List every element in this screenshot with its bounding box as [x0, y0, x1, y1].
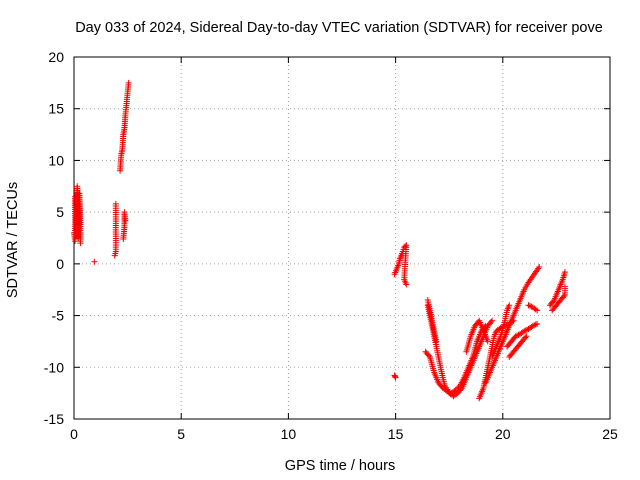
x-tick-label: 20 [495, 426, 511, 442]
data-point [488, 319, 495, 326]
y-axis-label: SDTVAR / TECUs [5, 182, 21, 298]
data-point [455, 384, 462, 391]
data-point [125, 79, 132, 86]
data-points [71, 79, 568, 402]
x-tick-label: 25 [602, 426, 618, 442]
data-point [112, 200, 119, 207]
x-tick-label: 0 [70, 426, 78, 442]
data-point [529, 322, 536, 329]
data-point [522, 334, 529, 341]
axis-ticks: 0 5 10 15 20 25 -15 -10 -5 0 5 10 15 20 [44, 49, 618, 442]
data-point [532, 321, 539, 328]
data-point [534, 307, 541, 314]
data-point [523, 333, 530, 340]
data-point [526, 302, 533, 309]
x-tick-label: 10 [281, 426, 297, 442]
x-axis-label: GPS time / hours [285, 458, 395, 474]
y-tick-label: -15 [44, 411, 64, 427]
data-point [433, 338, 440, 345]
y-tick-label: -5 [52, 308, 65, 324]
data-point [525, 302, 532, 309]
data-point [425, 352, 432, 359]
data-point [536, 263, 543, 270]
data-point [452, 387, 459, 394]
x-tick-label: 15 [388, 426, 404, 442]
data-point [531, 322, 538, 329]
data-point [91, 258, 98, 265]
data-point [392, 374, 399, 381]
data-point [522, 327, 529, 334]
data-point [402, 243, 409, 250]
data-point [392, 373, 399, 380]
data-point [444, 388, 451, 395]
grid [74, 57, 610, 419]
data-point [521, 328, 528, 335]
chart-title: Day 033 of 2024, Sidereal Day-to-day VTE… [75, 20, 603, 36]
data-point [122, 217, 129, 224]
data-point [534, 320, 541, 327]
data-point [403, 281, 410, 288]
data-point [561, 269, 568, 276]
data-point [489, 317, 496, 324]
data-point [561, 283, 568, 290]
data-point [77, 240, 84, 247]
data-point [560, 293, 567, 300]
x-tick-label: 5 [177, 426, 185, 442]
y-tick-label: -10 [44, 359, 64, 375]
y-tick-label: 0 [56, 256, 64, 272]
y-tick-label: 15 [48, 101, 64, 117]
data-point [514, 332, 521, 339]
y-tick-label: 10 [48, 152, 64, 168]
data-point [506, 302, 513, 309]
plot-frame [73, 56, 611, 420]
data-point [512, 333, 519, 340]
data-point [532, 306, 539, 313]
data-point [550, 298, 557, 305]
data-point [484, 338, 491, 345]
y-tick-label: 5 [56, 204, 64, 220]
y-tick-label: 20 [48, 49, 64, 65]
data-point [454, 385, 461, 392]
